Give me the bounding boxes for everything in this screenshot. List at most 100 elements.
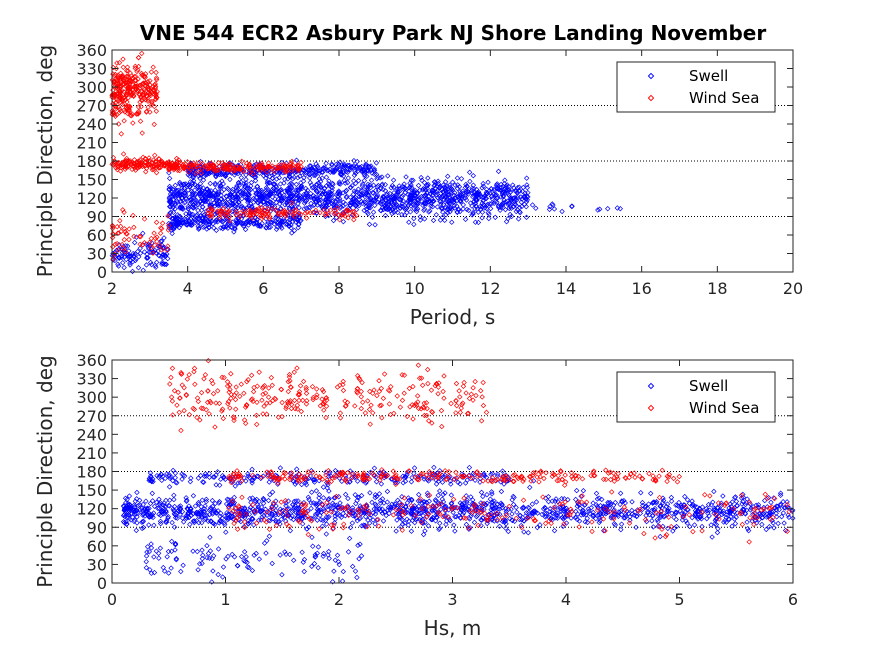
- data-point: [259, 162, 266, 168]
- data-point: [447, 209, 453, 215]
- data-point: [203, 191, 209, 197]
- data-point: [426, 418, 432, 424]
- data-point: [399, 502, 406, 508]
- data-point: [214, 469, 221, 475]
- data-point: [115, 160, 121, 167]
- data-point: [128, 159, 134, 166]
- data-point: [469, 212, 475, 218]
- data-point: [334, 191, 341, 197]
- data-point: [151, 230, 157, 236]
- data-point: [380, 194, 386, 201]
- data-point: [370, 209, 377, 215]
- data-point: [367, 185, 374, 191]
- data-point: [266, 192, 272, 198]
- data-point: [139, 159, 145, 166]
- data-point: [404, 469, 411, 475]
- data-point: [169, 519, 175, 526]
- y-tick-label: 150: [76, 171, 107, 190]
- data-point: [504, 198, 511, 204]
- data-point: [373, 194, 380, 200]
- data-point: [246, 564, 252, 571]
- data-point: [396, 183, 402, 189]
- data-point: [617, 490, 624, 496]
- data-point: [398, 197, 404, 203]
- data-point: [315, 544, 322, 550]
- data-point: [309, 534, 315, 540]
- x-tick-label: 18: [707, 279, 727, 298]
- data-point: [254, 421, 260, 428]
- data-point: [386, 510, 392, 517]
- data-point: [419, 504, 425, 511]
- data-point: [238, 518, 244, 525]
- data-point: [271, 185, 277, 192]
- data-point: [334, 504, 340, 511]
- data-point: [479, 215, 485, 221]
- data-point: [452, 514, 458, 520]
- data-point: [329, 198, 336, 205]
- data-point: [533, 499, 540, 505]
- data-point: [269, 382, 275, 388]
- data-point: [785, 512, 791, 518]
- data-point: [481, 195, 487, 201]
- data-point: [206, 411, 212, 417]
- data-point: [146, 239, 153, 246]
- data-point: [552, 506, 558, 512]
- data-point: [483, 474, 490, 481]
- data-point: [120, 259, 126, 266]
- data-point: [247, 164, 254, 170]
- data-point: [645, 501, 652, 507]
- data-point: [711, 507, 717, 514]
- data-point: [152, 81, 158, 87]
- data-point: [323, 195, 329, 202]
- data-point: [167, 381, 173, 387]
- data-point: [395, 511, 402, 517]
- data-point: [417, 217, 424, 223]
- data-point: [139, 163, 146, 170]
- data-point: [290, 212, 296, 218]
- data-point: [436, 488, 443, 494]
- data-point: [623, 513, 629, 519]
- data-point: [171, 507, 177, 514]
- data-point: [337, 200, 343, 206]
- data-point: [309, 563, 315, 570]
- data-point: [378, 199, 384, 205]
- data-point: [372, 494, 378, 501]
- data-point: [137, 245, 143, 251]
- data-point: [250, 398, 256, 405]
- data-point: [225, 398, 232, 405]
- data-point: [452, 190, 458, 196]
- data-point: [150, 250, 156, 256]
- data-point: [119, 241, 125, 248]
- data-point: [358, 388, 364, 395]
- data-point: [363, 162, 369, 169]
- data-point: [164, 247, 170, 253]
- data-point: [650, 499, 657, 505]
- data-point: [137, 233, 144, 240]
- data-point: [259, 514, 265, 520]
- data-point: [308, 167, 315, 173]
- data-point: [515, 185, 521, 191]
- x-axis-label: Period, s: [410, 305, 496, 329]
- data-point: [643, 518, 650, 525]
- data-point: [237, 210, 244, 216]
- data-point: [272, 218, 279, 224]
- data-point: [260, 411, 266, 417]
- data-point: [315, 508, 322, 515]
- data-point: [298, 211, 304, 218]
- data-point: [326, 514, 332, 520]
- data-point: [115, 163, 121, 170]
- data-point: [462, 505, 468, 511]
- data-point: [638, 489, 644, 496]
- data-point: [374, 192, 381, 198]
- data-point: [273, 226, 280, 232]
- data-point: [366, 520, 373, 526]
- data-point: [175, 187, 181, 193]
- data-point: [448, 188, 454, 195]
- data-point: [714, 529, 721, 536]
- data-point: [505, 477, 512, 484]
- data-point: [148, 513, 155, 520]
- data-point: [568, 515, 574, 521]
- data-point: [584, 519, 591, 526]
- data-point: [252, 169, 259, 176]
